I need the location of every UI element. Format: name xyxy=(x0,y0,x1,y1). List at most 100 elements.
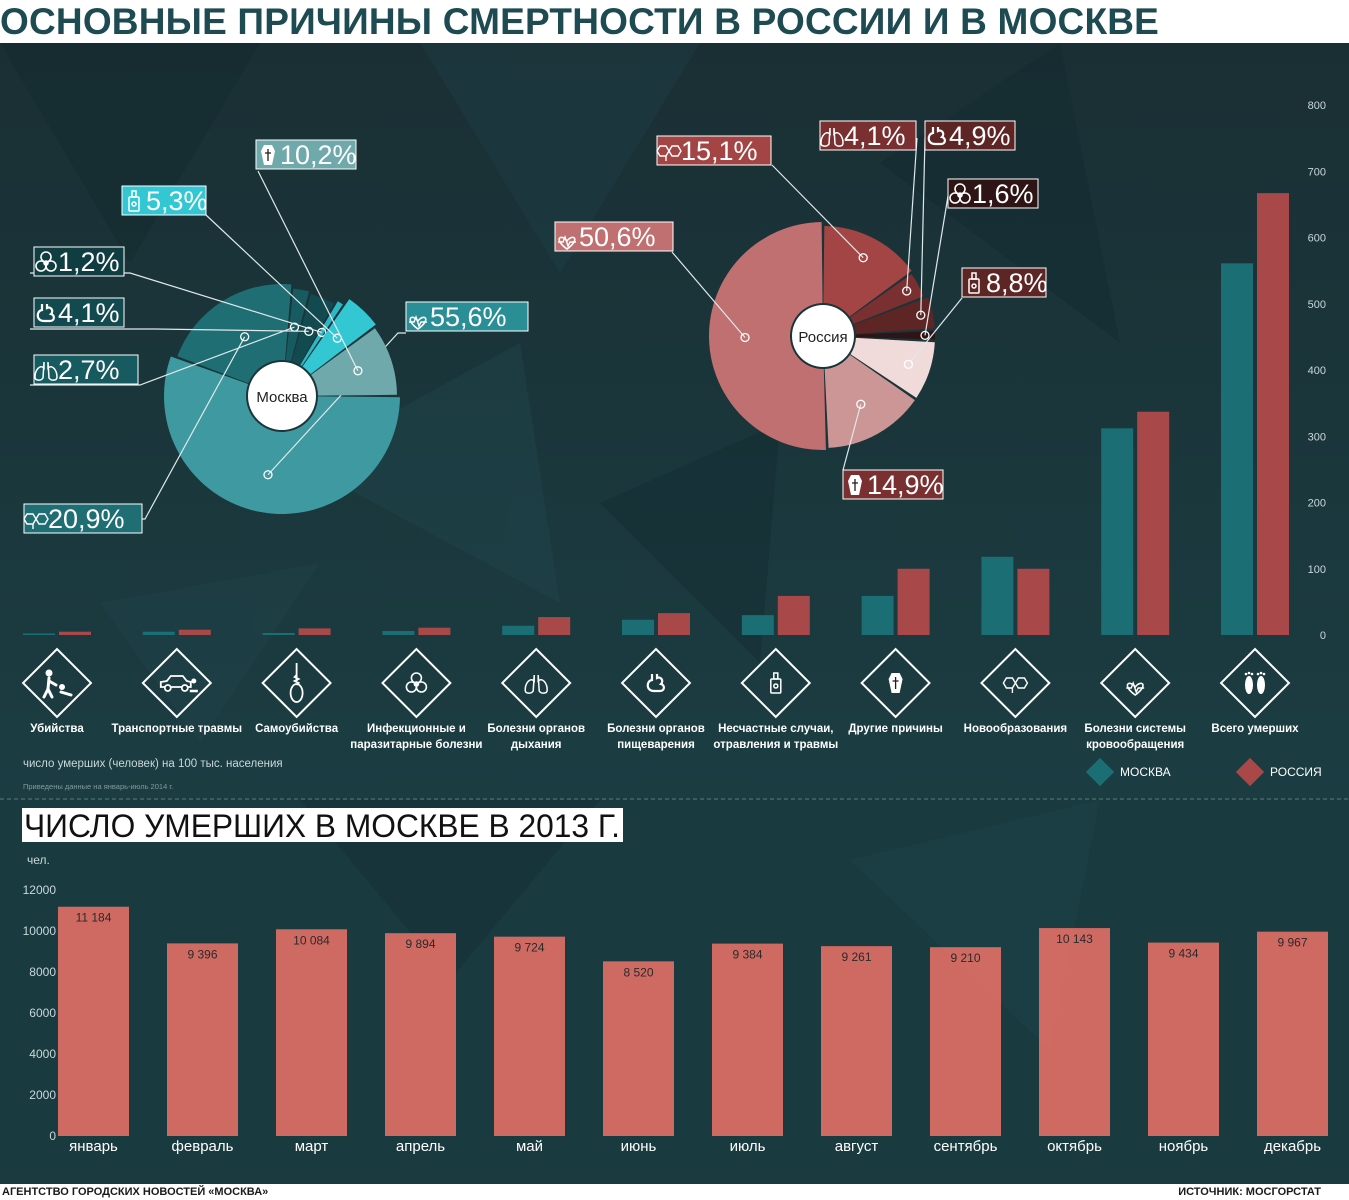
causes-bar-russia xyxy=(538,617,571,635)
monthly-value-label: 8 520 xyxy=(623,965,653,979)
category-label: Другие причины xyxy=(848,723,943,735)
causes-bar-moscow xyxy=(262,633,295,635)
category-label-line: кровообращения xyxy=(1086,739,1184,751)
russia-leader-dot xyxy=(916,310,926,320)
moscow-label: 5,3% xyxy=(146,186,208,216)
category-label-line: Убийства xyxy=(30,723,84,735)
moscow-leader-dot xyxy=(317,327,327,338)
category-label-line: дыхания xyxy=(511,739,562,751)
category-label: Болезни органов дыхания xyxy=(487,723,585,751)
category-icon xyxy=(500,647,572,719)
causes-y-tick: 600 xyxy=(1308,233,1326,245)
monthly-bar xyxy=(58,906,129,1136)
monthly-bar xyxy=(712,943,783,1136)
monthly-y-label: чел. xyxy=(27,853,50,867)
category-diamond xyxy=(740,647,812,719)
category-label: Болезни органов пищеварения xyxy=(607,723,705,751)
causes-bar-russia xyxy=(418,627,451,635)
causes-y-tick: 400 xyxy=(1308,365,1326,377)
russia-slice xyxy=(823,226,912,317)
causes-bar-moscow xyxy=(502,625,535,635)
monthly-category-label: август xyxy=(835,1138,879,1155)
category-label: Самоубийства xyxy=(255,723,339,735)
category-icon xyxy=(620,647,692,719)
category-label-line: Инфекционные и xyxy=(367,723,466,735)
monthly-bar xyxy=(494,936,565,1136)
footer: АГЕНТСТВО ГОРОДСКИХ НОВОСТЕЙ «МОСКВА» ИС… xyxy=(0,1184,1349,1200)
date-note: Приведены данные на январь-июль 2014 г. xyxy=(23,782,173,791)
monthly-category-label: июнь xyxy=(621,1138,657,1155)
russia-slice xyxy=(708,222,826,451)
causes-y-tick: 100 xyxy=(1308,564,1326,576)
monthly-category-label: январь xyxy=(69,1138,118,1155)
causes-bar-moscow xyxy=(23,633,55,635)
russia-slice xyxy=(855,331,935,340)
category-icon xyxy=(980,647,1051,719)
russia-leader-dot xyxy=(902,286,912,296)
category-label: Транспортные травмы xyxy=(112,723,243,735)
moscow-slice xyxy=(302,299,376,375)
moscow-slice xyxy=(163,356,400,514)
russia-slice xyxy=(853,297,935,334)
causes-bar-moscow xyxy=(741,615,774,635)
monthly-category-label: июль xyxy=(730,1138,766,1155)
category-label-line: Болезни системы xyxy=(1084,723,1186,735)
moscow-label: 20,9% xyxy=(48,504,125,534)
category-diamond xyxy=(21,647,93,719)
russia-leader-dot xyxy=(920,330,930,341)
causes-y-tick: 500 xyxy=(1308,299,1326,311)
causes-bar-russia xyxy=(897,568,930,635)
monthly-chart: ЧИСЛО УМЕРШИХ В МОСКВЕ В 2013 Г. чел. 0 2… xyxy=(0,800,1349,1184)
monthly-category-label: октябрь xyxy=(1047,1138,1102,1155)
legend-label: МОСКВА xyxy=(1120,765,1171,779)
monthly-value-label: 11 184 xyxy=(76,911,112,925)
moscow-slice xyxy=(300,301,343,367)
russia-label: 50,6% xyxy=(579,222,656,252)
russia-leader-line xyxy=(906,137,918,292)
monthly-title: ЧИСЛО УМЕРШИХ В МОСКВЕ В 2013 Г. xyxy=(24,808,620,844)
monthly-value-label: 9 210 xyxy=(950,951,980,965)
monthly-value-label: 10 084 xyxy=(293,933,330,947)
causes-y-axis: 0 100 200 300 400 500 600 700 800 xyxy=(1308,100,1326,642)
causes-bar-russia xyxy=(1257,193,1289,636)
causes-bar-russia xyxy=(777,595,810,635)
main-title: ОСНОВНЫЕ ПРИЧИНЫ СМЕРТНОСТИ В РОССИИ И В… xyxy=(0,1,1160,42)
category-label-line: Транспортные травмы xyxy=(112,723,243,735)
causes-bar-moscow xyxy=(1221,263,1253,635)
monthly-value-label: 9 724 xyxy=(514,941,544,955)
monthly-category-label: февраль xyxy=(172,1138,234,1155)
category-diamond xyxy=(500,647,572,719)
russia-label: 4,1% xyxy=(844,121,906,151)
causes-bar-moscow xyxy=(981,556,1014,635)
category-icon xyxy=(381,647,452,719)
russia-center-label: Россия xyxy=(798,329,847,346)
category-diamond xyxy=(860,647,931,719)
category-diamond xyxy=(980,647,1051,719)
russia-slice xyxy=(850,337,935,398)
monthly-y-tick: 4000 xyxy=(29,1047,56,1061)
moscow-leader-dot xyxy=(353,366,363,376)
category-label-line: Самоубийства xyxy=(255,723,339,735)
category-icon xyxy=(1219,647,1291,719)
moscow-leader-line xyxy=(30,326,295,386)
category-label-line: отравления и травмы xyxy=(713,739,838,751)
russia-label: 1,6% xyxy=(972,179,1034,209)
russia-leader-line xyxy=(771,164,864,259)
monthly-bar xyxy=(1257,931,1328,1136)
russia-label: 14,9% xyxy=(867,470,944,500)
category-label-line: Другие причины xyxy=(848,723,943,735)
category-icon xyxy=(141,647,213,719)
moscow-leader-line xyxy=(205,214,338,339)
causes-bar-russia xyxy=(59,631,91,635)
monthly-bar xyxy=(821,946,892,1136)
causes-bar-russia xyxy=(178,629,211,635)
category-diamond xyxy=(620,647,692,719)
moscow-center-label: Москва xyxy=(256,389,308,406)
russia-label: 15,1% xyxy=(681,136,758,166)
category-label-line: Новообразования xyxy=(964,723,1067,735)
russia-label: 8,8% xyxy=(986,268,1048,298)
monthly-bars: 11 184 январь 9 396 февраль 10 084 март 9 894 а… xyxy=(58,906,1328,1155)
causes-chart: 55,6% 20,9% 2,7% 4,1% 1,2% 5,3% 10,2% Москва 15… xyxy=(0,43,1349,800)
category-diamond xyxy=(141,647,213,719)
monthly-bar xyxy=(1148,942,1219,1136)
